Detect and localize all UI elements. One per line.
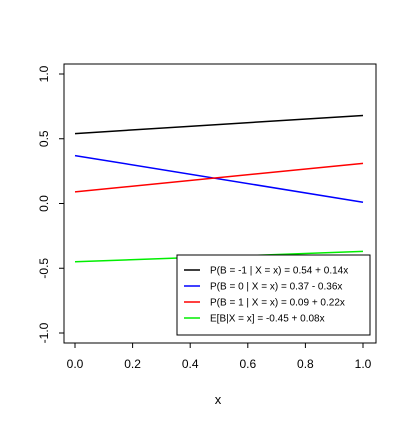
series-line-0 [74,114,364,135]
series-line-1 [74,154,364,203]
y-axis: -1.0 -0.5 0.0 0.5 1.0 [37,65,65,343]
x-axis: 0.0 0.2 0.4 0.6 0.8 1.0 [67,342,372,371]
legend-box [176,254,371,336]
legend-label-0: P(B = -1 | X = x) = 0.54 + 0.14x [210,266,348,277]
x-tick-label: 0.4 [182,357,199,371]
y-tick-label: 0.5 [37,130,51,147]
y-tick-label: 0.0 [37,195,51,212]
legend-label-2: P(B = 1 | X = x) = 0.09 + 0.22x [210,298,345,309]
x-tick-label: 0.0 [67,357,84,371]
y-tick-label: -1.0 [37,322,51,343]
x-tick-label: 0.2 [124,357,141,371]
x-axis-label: x [215,392,222,407]
series-layer [74,114,364,263]
legend: P(B = -1 | X = x) = 0.54 + 0.14x P(B = 0 … [176,254,371,336]
y-tick-label: 1.0 [37,65,51,82]
x-tick-label: 0.6 [239,357,256,371]
y-tick-label: -0.5 [37,258,51,279]
legend-label-1: P(B = 0 | X = x) = 0.37 - 0.36x [210,282,342,293]
x-tick-label: 1.0 [355,357,372,371]
legend-label-3: E[B|X = x] = -0.45 + 0.08x [210,314,325,325]
series-line-2 [74,162,364,193]
x-tick-label: 0.8 [297,357,314,371]
